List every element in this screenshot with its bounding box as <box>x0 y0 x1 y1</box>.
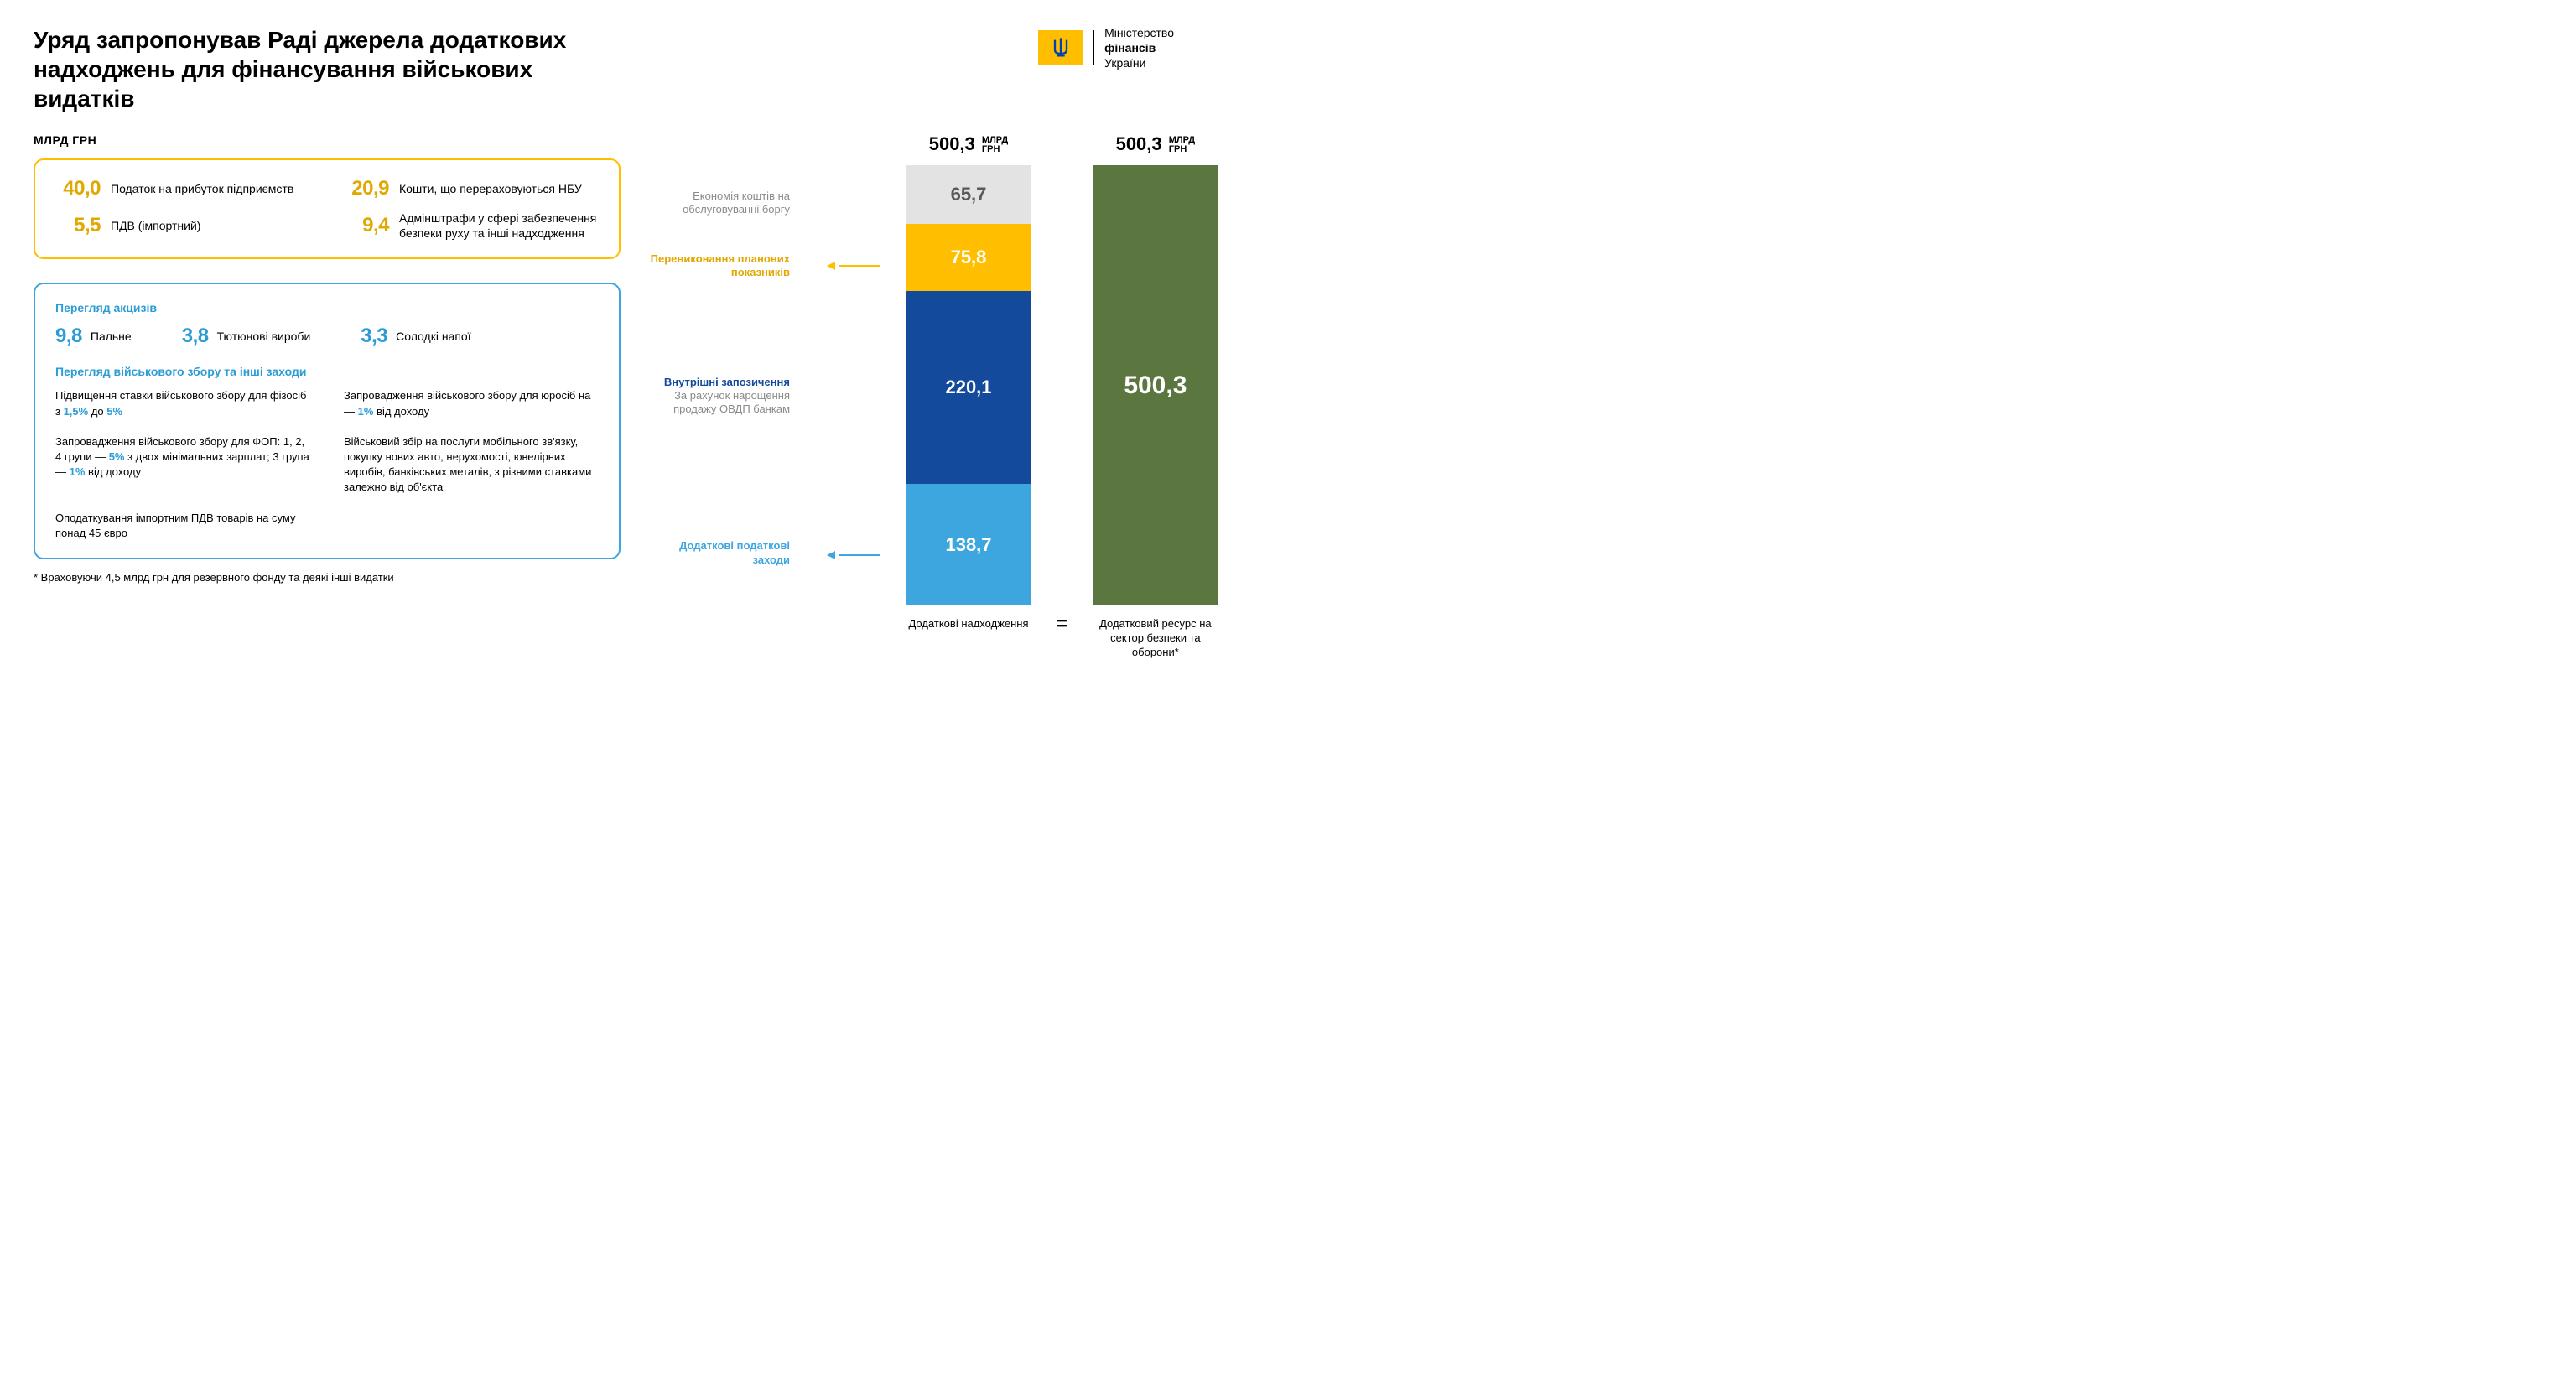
stack: 500,3 <box>1093 165 1218 605</box>
unit-label: МЛРД ГРН <box>34 133 621 147</box>
ministry-line: Міністерство <box>1104 25 1174 40</box>
metric-value: 3,8 <box>182 325 209 348</box>
overperformance-box: 40,0 Податок на прибуток підприємств 20,… <box>34 158 621 259</box>
section-title: Перегляд акцизів <box>55 301 599 314</box>
metric-label: Адмінштрафи у сфері забезпечення безпеки… <box>399 210 599 241</box>
segment-blue: 220,1 <box>906 291 1031 484</box>
metric-label: Кошти, що перераховуються НБУ <box>399 181 582 196</box>
metric-label: Податок на прибуток підприємств <box>111 181 293 196</box>
equals-icon: = <box>1057 613 1067 660</box>
metric-label: Тютюнові вироби <box>217 329 311 344</box>
right-column: Економія коштів на обслуговуванні боргу … <box>646 133 1218 660</box>
bar-total: 500,3 МЛРДГРН <box>906 133 1031 155</box>
metric-row: 20,9 Кошти, що перераховуються НБУ <box>344 177 599 200</box>
excise-item: 3,3 Солодкі напої <box>361 325 470 348</box>
segment-green: 500,3 <box>1093 165 1218 605</box>
ministry-text: Міністерство фінансів України <box>1104 25 1174 71</box>
measure-item: Оподаткування імпортним ПДВ товарів на с… <box>55 511 310 541</box>
content: МЛРД ГРН 40,0 Податок на прибуток підпри… <box>34 133 1174 660</box>
total-bar-right: 500,3 МЛРДГРН 500,3 Додатковий ресурс на… <box>1093 133 1218 660</box>
metric-label: Солодкі напої <box>396 329 470 344</box>
metric-value: 20,9 <box>344 177 389 200</box>
measures-grid: Підвищення ставки військового збору для … <box>55 388 599 541</box>
segment-gray: 65,7 <box>906 165 1031 224</box>
metric-label: Пальне <box>91 329 132 344</box>
excise-row: 9,8 Пальне 3,8 Тютюнові вироби 3,3 Солод… <box>55 325 599 348</box>
divider <box>1093 30 1094 65</box>
segment-label: Економія коштів на обслуговуванні боргу <box>646 174 797 232</box>
tax-measures-box: Перегляд акцизів 9,8 Пальне 3,8 Тютюнові… <box>34 283 621 559</box>
stack: 65,7 75,8 220,1 138,7 <box>906 165 1031 605</box>
section-title: Перегляд військового збору та інші заход… <box>55 365 599 378</box>
measure-item: Підвищення ставки військового збору для … <box>55 388 310 418</box>
ministry-line: фінансів <box>1104 40 1174 55</box>
stacked-bar-left: 500,3 МЛРДГРН 65,7 75,8 220,1 138,7 Дода… <box>906 133 1031 631</box>
measure-item: Запровадження військового збору для ФОП:… <box>55 434 310 496</box>
metric-row: 5,5 ПДВ (імпортний) <box>55 210 310 241</box>
footnote: * Враховуючи 4,5 млрд грн для резервного… <box>34 571 621 584</box>
arrow-icon <box>827 262 880 270</box>
header: Уряд запропонував Раді джерела додаткови… <box>34 25 1174 113</box>
arrow-icon <box>827 551 880 559</box>
segment-label: Перевиконання планових показників <box>646 232 797 299</box>
bar-caption: Додаткові надходження <box>906 617 1031 631</box>
ministry-line: України <box>1104 55 1174 70</box>
left-column: МЛРД ГРН 40,0 Податок на прибуток підпри… <box>34 133 621 660</box>
segment-label: Внутрішні запозичення За рахунок нарощен… <box>646 299 797 492</box>
segment-lightblue: 138,7 <box>906 484 1031 605</box>
bar-side-labels: Економія коштів на обслуговуванні боргу … <box>646 133 797 614</box>
trident-icon <box>1038 30 1083 65</box>
metric-value: 9,4 <box>344 214 389 237</box>
page-title: Уряд запропонував Раді джерела додаткови… <box>34 25 621 113</box>
excise-item: 9,8 Пальне <box>55 325 132 348</box>
metric-row: 9,4 Адмінштрафи у сфері забезпечення без… <box>344 210 599 241</box>
measure-item: Запровадження військового збору для юрос… <box>344 388 599 418</box>
segment-label: Додаткові податкові заходи <box>646 492 797 614</box>
bar-total: 500,3 МЛРДГРН <box>1093 133 1218 155</box>
metric-label: ПДВ (імпортний) <box>111 218 200 233</box>
segment-yellow: 75,8 <box>906 224 1031 291</box>
excise-item: 3,8 Тютюнові вироби <box>182 325 311 348</box>
measure-item: Військовий збір на послуги мобільного зв… <box>344 434 599 496</box>
ministry-logo: Міністерство фінансів України <box>1038 25 1174 71</box>
metric-value: 3,3 <box>361 325 387 348</box>
bar-caption: Додатковий ресурс на сектор безпеки та о… <box>1093 617 1218 660</box>
metric-row: 40,0 Податок на прибуток підприємств <box>55 177 310 200</box>
metric-value: 9,8 <box>55 325 82 348</box>
metric-value: 5,5 <box>55 214 101 237</box>
metric-value: 40,0 <box>55 177 101 200</box>
